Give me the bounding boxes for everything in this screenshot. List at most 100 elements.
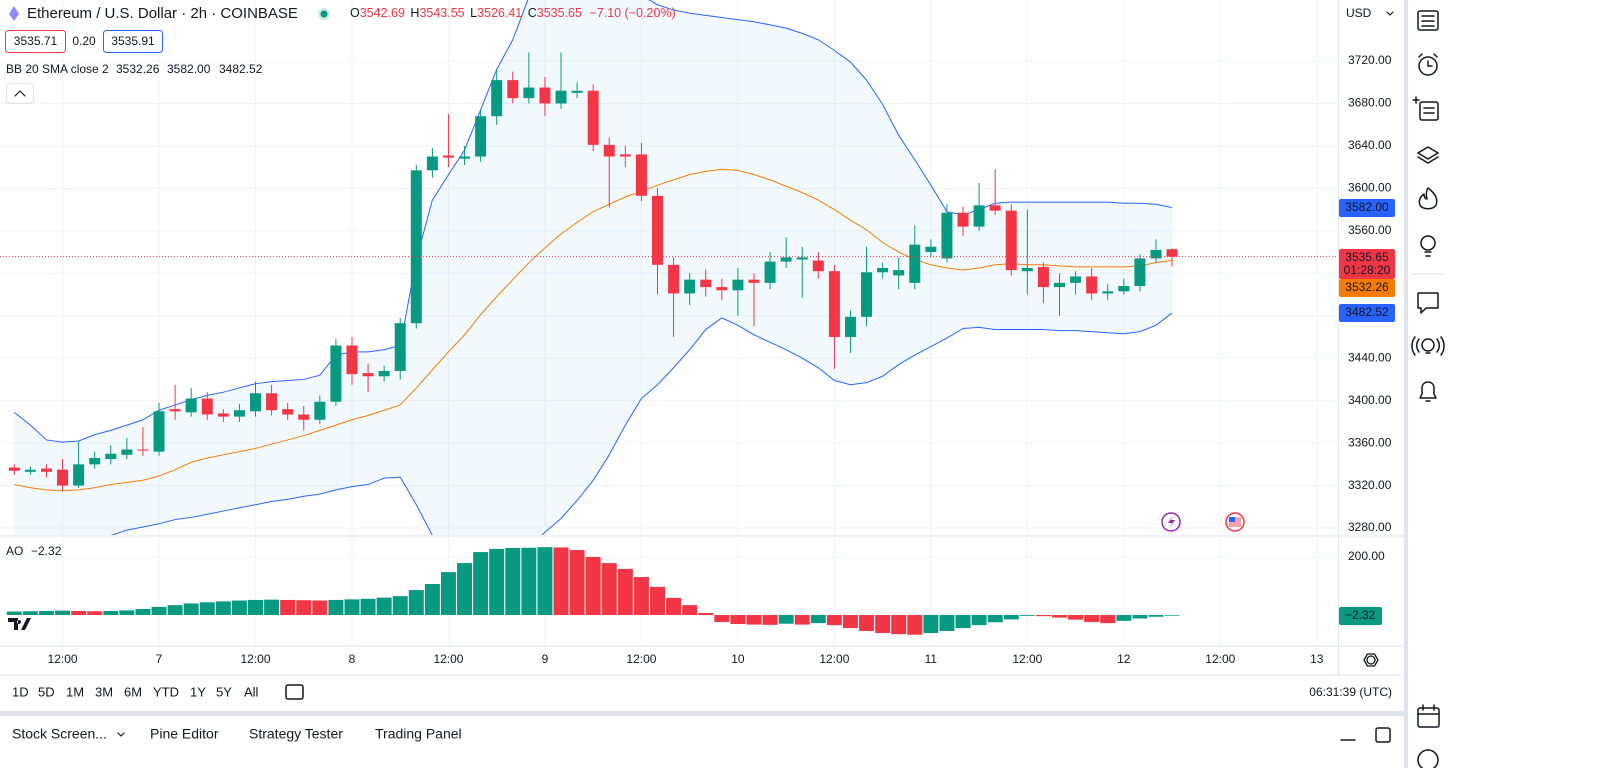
ao-bar: [167, 605, 183, 616]
ao-bar: [424, 583, 440, 616]
add-list-icon[interactable]: [1412, 96, 1439, 121]
band-fill: [14, 0, 1173, 535]
candle-body: [1021, 267, 1033, 272]
ao-bar: [842, 615, 858, 629]
chat-icon[interactable]: [1417, 292, 1439, 314]
band-line: [14, 168, 1173, 492]
currency[interactable]: USD: [1346, 6, 1372, 20]
candle-body: [250, 393, 262, 412]
range-button[interactable]: YTD: [153, 684, 179, 699]
settings-icon[interactable]: [1366, 655, 1376, 665]
ao-bar: [473, 552, 489, 616]
candle-body: [652, 195, 664, 265]
candle-body: [844, 316, 856, 337]
range-button[interactable]: 5D: [38, 684, 55, 699]
layers-icon[interactable]: [1417, 146, 1439, 164]
candle-body: [1053, 282, 1065, 288]
range-button[interactable]: 3M: [95, 684, 113, 699]
y-tick-label: 3640.00: [1348, 138, 1392, 152]
candle-body: [893, 270, 905, 276]
buy-price[interactable]: 3535.91: [111, 34, 155, 48]
range-button[interactable]: 5Y: [216, 684, 232, 699]
candle-body: [169, 409, 181, 412]
ohlc-value: 3542.69: [360, 6, 405, 20]
candle-body: [40, 468, 52, 472]
y-tick-label: 3440.00: [1348, 350, 1392, 364]
candle-body: [362, 373, 374, 377]
ao-bar: [891, 615, 907, 635]
range-button[interactable]: 6M: [124, 684, 142, 699]
range-button[interactable]: All: [244, 684, 259, 699]
bb-upper-value: 3582.00: [167, 62, 211, 76]
ohlc-letter: O: [350, 6, 360, 20]
ao-tick-label: 200.00: [1348, 549, 1385, 563]
range-button[interactable]: 1D: [12, 684, 29, 699]
notifications-icon[interactable]: [1419, 381, 1437, 402]
collapse-button[interactable]: [6, 83, 34, 104]
bottom-tab[interactable]: Trading Panel: [375, 726, 462, 742]
candle-body: [105, 453, 117, 460]
bottom-tab[interactable]: Stock Screen...: [12, 726, 107, 742]
date-range-icon[interactable]: [285, 684, 304, 700]
candle-body: [555, 90, 567, 104]
x-tick-label: 12:00: [1205, 652, 1235, 666]
candle-body: [1037, 266, 1049, 288]
candle-body: [700, 279, 712, 288]
ideas-icon[interactable]: [1420, 235, 1436, 257]
candle-body: [89, 457, 101, 465]
ao-bar: [859, 615, 875, 631]
settings-hex: [1363, 653, 1379, 667]
indicator-name: BB 20 SMA close 2: [6, 62, 109, 76]
candle-body: [378, 370, 390, 377]
ao-bar: [199, 602, 215, 616]
ao-bar: [231, 600, 247, 616]
y-tick-label: 3680.00: [1348, 96, 1392, 110]
ao-bar: [392, 596, 408, 616]
ao-bar: [312, 600, 328, 616]
ao-bar: [617, 568, 633, 616]
bottom-tab[interactable]: Strategy Tester: [249, 726, 343, 742]
watchlist-icon[interactable]: [1417, 10, 1439, 31]
change: −7.10 (−0.20%): [589, 6, 675, 20]
sell-box[interactable]: [5, 30, 66, 53]
buy-box[interactable]: [103, 30, 163, 53]
ao-bar: [457, 563, 473, 616]
alerts-icon[interactable]: [1418, 53, 1438, 76]
ao-bar: [151, 606, 167, 616]
ao-bar: [875, 615, 891, 633]
ao-bar: [1035, 615, 1051, 617]
ao-bar: [714, 615, 730, 622]
candle-body: [973, 205, 985, 227]
candle-body: [1005, 210, 1017, 271]
y-tick-label: 3400.00: [1348, 393, 1392, 407]
ao-bar: [71, 610, 87, 616]
help-icon[interactable]: [1417, 749, 1439, 768]
sell-price[interactable]: 3535.71: [14, 34, 58, 48]
candle-body: [330, 345, 342, 402]
eth-icon: [9, 6, 19, 21]
bottom-tab[interactable]: Pine Editor: [150, 726, 219, 742]
ao-bar: [730, 615, 746, 625]
streams-icon[interactable]: [1411, 336, 1445, 356]
calendar-icon[interactable]: [1417, 704, 1440, 728]
candle-body: [153, 411, 165, 452]
range-button[interactable]: 1M: [66, 684, 84, 699]
candle-body: [121, 449, 133, 455]
range-button[interactable]: 1Y: [190, 684, 206, 699]
ao-pane: [6, 547, 1180, 635]
price-pill-label: 3582.00: [1345, 200, 1389, 214]
candle-body: [201, 398, 213, 415]
ao-bar: [135, 608, 151, 616]
candle-body: [73, 464, 85, 486]
ao-bar: [650, 586, 666, 616]
maximize-icon[interactable]: [1375, 727, 1391, 743]
ao-bar: [376, 597, 392, 616]
flag-canton: [1229, 517, 1235, 522]
price-pill-label: 3482.52: [1345, 305, 1389, 319]
candle-body: [1166, 249, 1178, 257]
hotlists-icon[interactable]: [1418, 187, 1438, 210]
candle-body: [8, 467, 20, 471]
band-line: [110, 312, 1173, 535]
ao-bar: [762, 615, 778, 625]
y-tick-label: 3280.00: [1348, 520, 1392, 534]
